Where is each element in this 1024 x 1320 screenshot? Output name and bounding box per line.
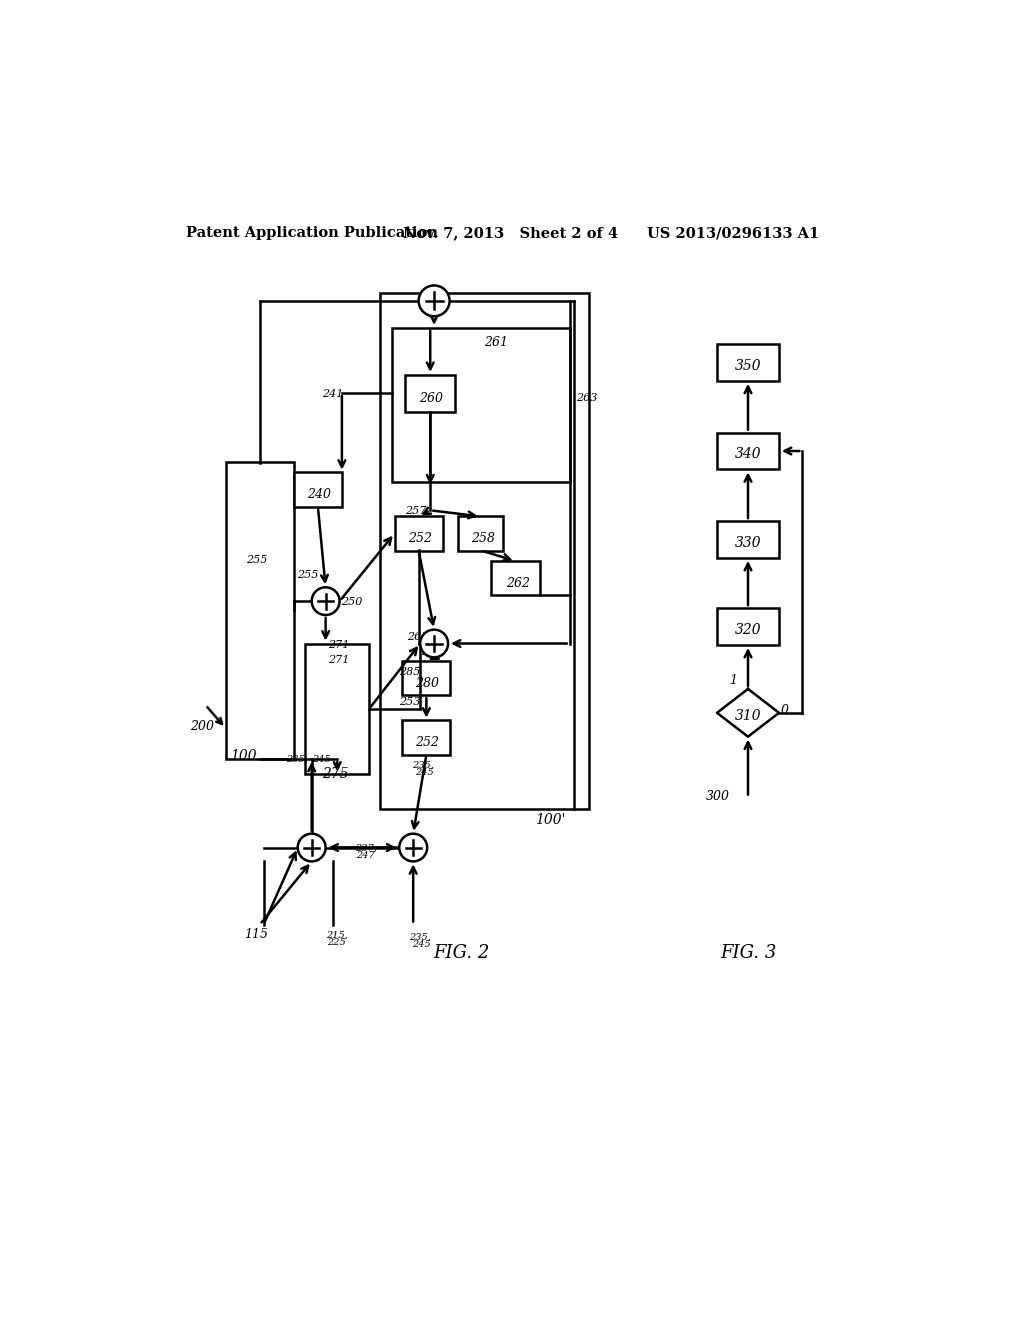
Text: 252: 252: [416, 737, 439, 748]
Bar: [294, 473, 342, 507]
Text: 235,: 235,: [286, 755, 308, 764]
Text: 262: 262: [506, 577, 530, 590]
Circle shape: [298, 834, 326, 862]
Bar: [380, 293, 589, 809]
Text: 245: 245: [311, 755, 331, 764]
Text: 263: 263: [575, 393, 597, 403]
Bar: [717, 433, 779, 470]
Text: 259: 259: [421, 638, 442, 647]
Text: 100': 100': [535, 813, 565, 826]
Circle shape: [419, 285, 450, 317]
Bar: [225, 462, 294, 759]
Circle shape: [399, 834, 427, 862]
Text: 300: 300: [706, 789, 729, 803]
Circle shape: [420, 630, 449, 657]
Text: 310: 310: [734, 709, 761, 723]
Text: 237,: 237,: [354, 843, 377, 853]
Text: 285: 285: [399, 667, 421, 677]
Text: 245: 245: [415, 768, 433, 777]
Text: 280: 280: [416, 677, 439, 689]
Text: 265: 265: [407, 632, 428, 642]
Text: 247: 247: [356, 851, 375, 861]
Text: 255: 255: [297, 570, 318, 581]
Text: 255: 255: [246, 554, 267, 565]
Text: 115: 115: [245, 928, 268, 941]
Text: FIG. 2: FIG. 2: [433, 944, 489, 962]
Bar: [717, 521, 779, 558]
Bar: [717, 609, 779, 645]
Text: 340: 340: [734, 447, 761, 461]
Text: Patent Application Publication: Patent Application Publication: [186, 226, 438, 240]
Text: 215,: 215,: [326, 931, 347, 940]
Text: 1: 1: [729, 675, 736, 688]
Bar: [305, 644, 369, 775]
Text: 250': 250': [421, 647, 445, 657]
Text: 100: 100: [230, 748, 257, 763]
Text: 320: 320: [734, 623, 761, 636]
Circle shape: [311, 587, 340, 615]
Text: 0: 0: [780, 704, 788, 717]
Text: 258: 258: [471, 532, 496, 545]
Text: 260: 260: [420, 392, 443, 405]
Bar: [717, 345, 779, 381]
Text: 241: 241: [322, 389, 343, 400]
Text: 275: 275: [322, 767, 348, 780]
Bar: [394, 516, 442, 550]
Text: 235,: 235,: [413, 760, 434, 770]
Text: 200: 200: [190, 721, 214, 734]
Bar: [402, 721, 451, 755]
Bar: [391, 327, 569, 482]
Text: 261: 261: [484, 335, 509, 348]
Text: 252: 252: [408, 532, 432, 545]
Text: 225: 225: [328, 939, 346, 948]
Text: 253: 253: [399, 697, 421, 708]
Text: 350: 350: [734, 359, 761, 372]
Text: 257: 257: [406, 507, 426, 516]
Text: 240: 240: [307, 488, 331, 502]
Text: 271: 271: [328, 655, 349, 665]
Text: 250: 250: [341, 598, 362, 607]
Bar: [402, 661, 451, 696]
Text: 235,: 235,: [410, 932, 431, 941]
Text: US 2013/0296133 A1: US 2013/0296133 A1: [647, 226, 819, 240]
Bar: [458, 516, 503, 550]
Text: 330: 330: [734, 536, 761, 549]
Text: Nov. 7, 2013   Sheet 2 of 4: Nov. 7, 2013 Sheet 2 of 4: [403, 226, 618, 240]
Text: 245: 245: [412, 940, 430, 949]
Text: 271: 271: [328, 640, 349, 649]
Text: FIG. 3: FIG. 3: [720, 944, 776, 962]
Bar: [406, 375, 456, 412]
Bar: [492, 561, 540, 595]
